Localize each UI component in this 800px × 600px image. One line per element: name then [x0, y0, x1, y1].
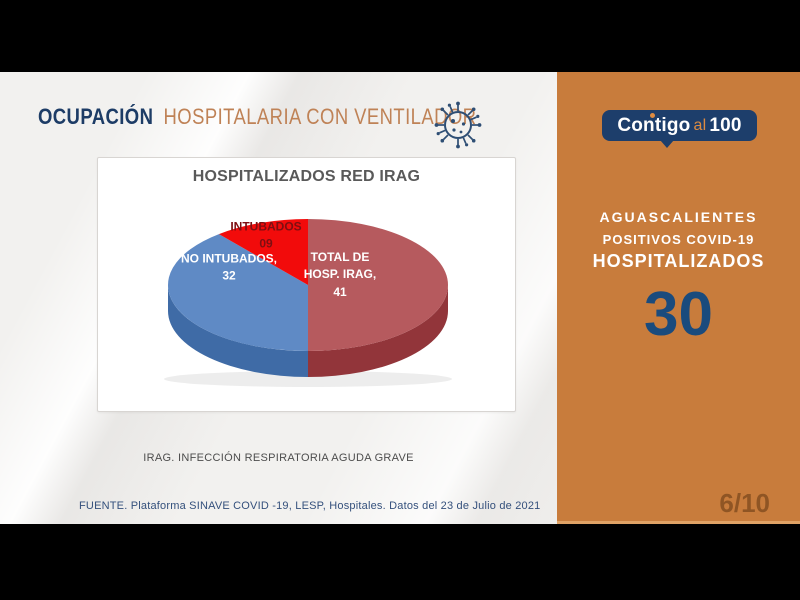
pie-chart-area: TOTAL DE HOSP. IRAG, 41 NO INTUBADOS, 32 I… — [98, 158, 515, 411]
page-title-secondary: HOSPITALARIA CON VENTILADOR — [163, 104, 477, 129]
state-label: AGUASCALIENTES — [599, 209, 758, 225]
pie-slice-side — [168, 285, 308, 377]
page-indicator: 6/10 — [719, 488, 770, 518]
pie-slice-side — [308, 285, 448, 377]
virus-icon — [434, 101, 482, 149]
abbreviation-note: IRAG. INFECCIÓN RESPIRATORIA AGUDA GRAVE — [143, 452, 414, 464]
hospitalized-count: 30 — [644, 280, 713, 349]
sidebar: Contigo al 100 AGUASCALIENTES POSITIVOS … — [557, 72, 800, 524]
contigo-al-100-logo: Contigo al 100 — [602, 110, 757, 148]
pie-chart — [164, 219, 452, 387]
chart-panel: HOSPITALIZADOS RED IRAG TOTAL DE HOSP. I… — [97, 157, 516, 412]
source-note: FUENTE. Plataforma SINAVE COVID -19, LES… — [79, 500, 541, 512]
pie-slice — [167, 234, 308, 351]
logo-word-3: 100 — [709, 114, 742, 136]
page-title-primary: OCUPACIÓN — [38, 104, 154, 129]
pie-slice — [218, 219, 308, 285]
hospitalized-label: HOSPITALIZADOS — [592, 251, 765, 271]
pie-slice — [308, 219, 448, 351]
logo-accent-dot — [650, 113, 655, 118]
sidebar-bottom-divider — [557, 521, 800, 524]
slide: OCUPACIÓN HOSPITALARIA CON VENTILADOR — [0, 72, 800, 524]
logo-word-2: al — [693, 116, 707, 134]
positives-label: POSITIVOS COVID-19 — [602, 232, 755, 247]
logo-word-1: Contigo — [617, 114, 691, 136]
chart-title: HOSPITALIZADOS RED IRAG — [192, 168, 421, 185]
pie-shadow — [164, 371, 452, 387]
page-title: OCUPACIÓN HOSPITALARIA CON VENTILADOR — [38, 104, 476, 130]
